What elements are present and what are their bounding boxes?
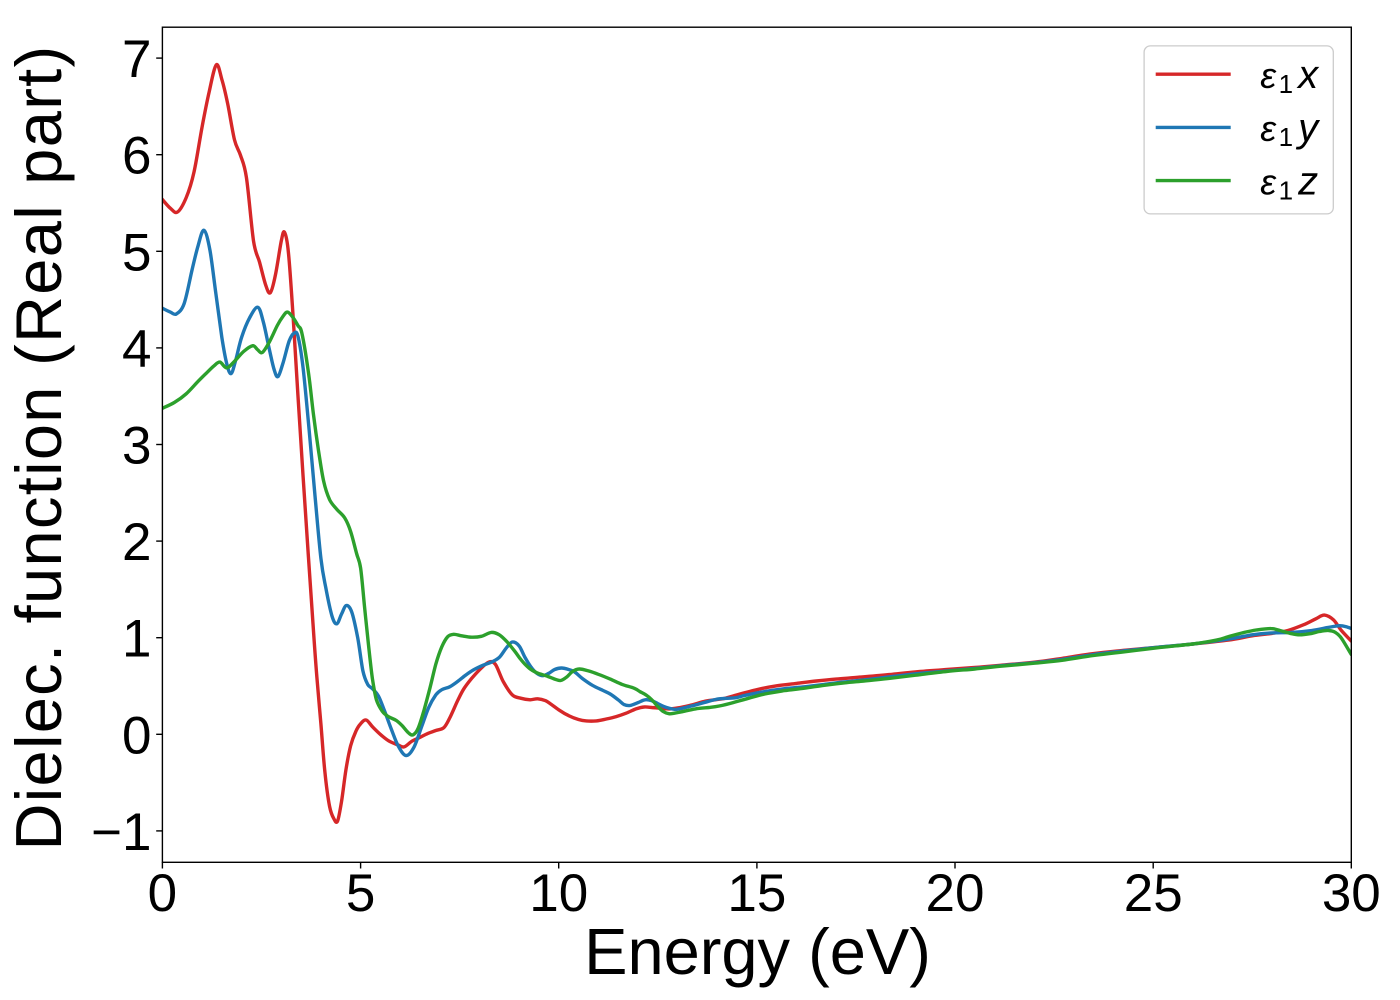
svg-text:ε1y: ε1 y <box>1260 106 1321 152</box>
svg-text:2: 2 <box>122 513 151 572</box>
svg-text:1: 1 <box>122 610 151 669</box>
svg-text:5: 5 <box>122 223 151 282</box>
svg-text:3: 3 <box>122 417 151 476</box>
svg-text:30: 30 <box>1322 864 1381 923</box>
svg-text:Energy (eV): Energy (eV) <box>584 915 931 988</box>
svg-text:4: 4 <box>122 320 151 379</box>
svg-text:6: 6 <box>122 127 151 186</box>
svg-text:0: 0 <box>122 706 151 765</box>
svg-text:ε1x: ε1 x <box>1260 53 1320 99</box>
svg-text:10: 10 <box>529 864 588 923</box>
svg-text:ε1z: ε1 z <box>1260 159 1318 205</box>
svg-text:0: 0 <box>148 864 177 923</box>
svg-text:15: 15 <box>727 864 786 923</box>
svg-text:−1: −1 <box>91 803 151 862</box>
svg-text:7: 7 <box>122 30 151 89</box>
svg-text:5: 5 <box>346 864 375 923</box>
svg-text:Dielec. function (Real part): Dielec. function (Real part) <box>2 45 75 851</box>
svg-text:20: 20 <box>926 864 985 923</box>
svg-text:25: 25 <box>1124 864 1183 923</box>
